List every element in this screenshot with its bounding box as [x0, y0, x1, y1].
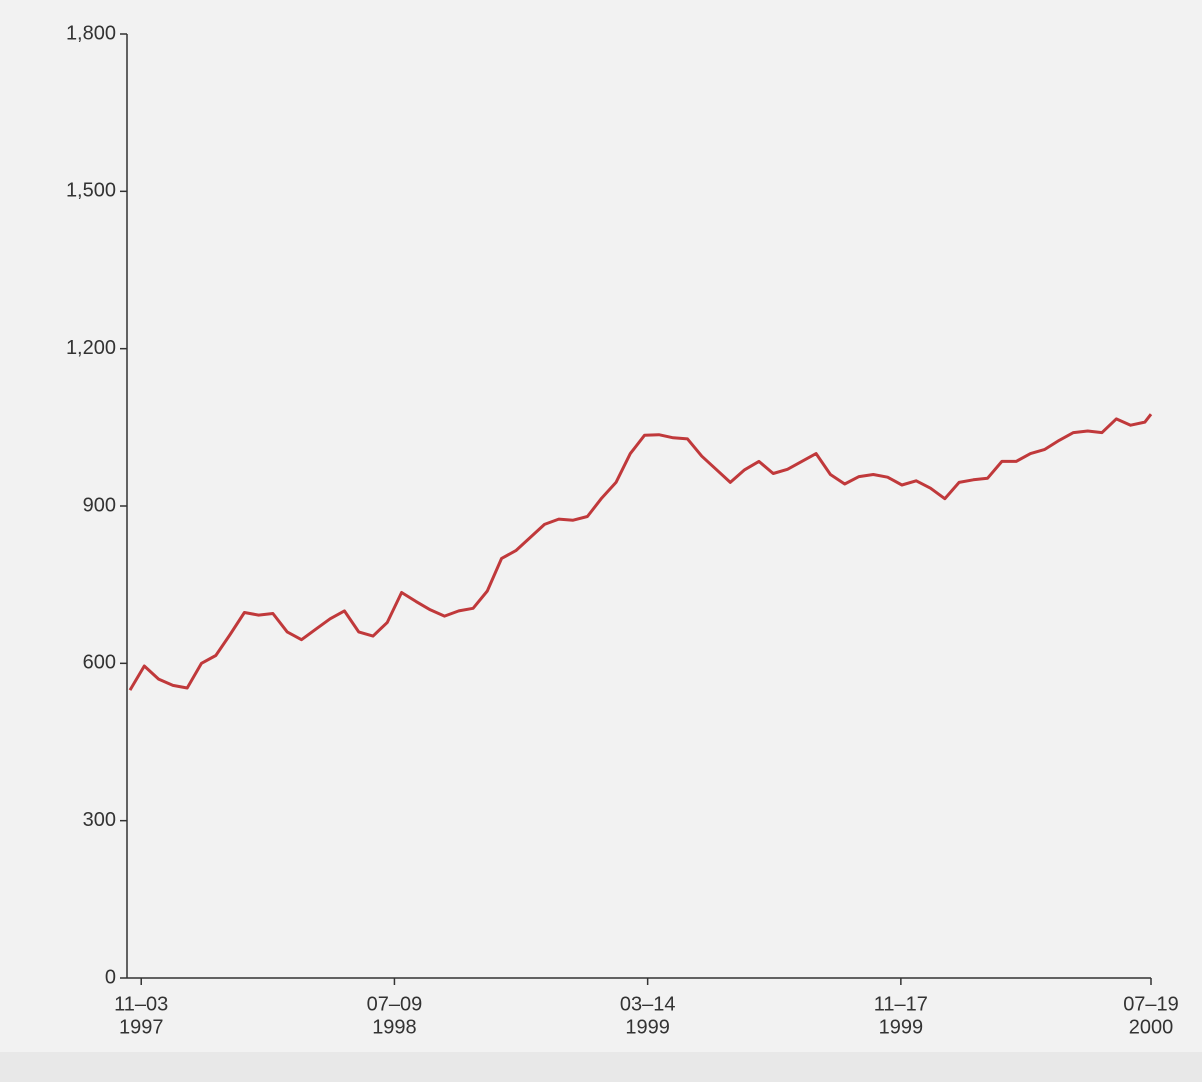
bottom-strip	[0, 1052, 1202, 1082]
line	[128, 413, 1153, 691]
x-tick-label: 1999	[879, 1016, 924, 1038]
x-tick-label: 07–09	[367, 993, 423, 1015]
y-tick-label: 900	[83, 494, 116, 516]
x-tick-label: 11–03	[114, 993, 168, 1015]
x-tick-label: 03–14	[620, 993, 676, 1015]
y-tick-label: 1,800	[66, 22, 116, 44]
y-tick-label: 600	[83, 652, 116, 674]
x-tick-label: 07–19	[1123, 993, 1179, 1015]
y-tick-label: 1,500	[66, 180, 116, 202]
x-tick-label: 11–17	[874, 993, 928, 1015]
x-tick-label: 2000	[1129, 1016, 1174, 1038]
x-tick-label: 1998	[372, 1016, 417, 1038]
x-tick-label: 1997	[119, 1016, 164, 1038]
x-tick-label: 1999	[625, 1016, 670, 1038]
y-tick-label: 0	[105, 966, 116, 988]
y-tick-label: 1,200	[66, 337, 116, 359]
y-tick-label: 300	[83, 809, 116, 831]
